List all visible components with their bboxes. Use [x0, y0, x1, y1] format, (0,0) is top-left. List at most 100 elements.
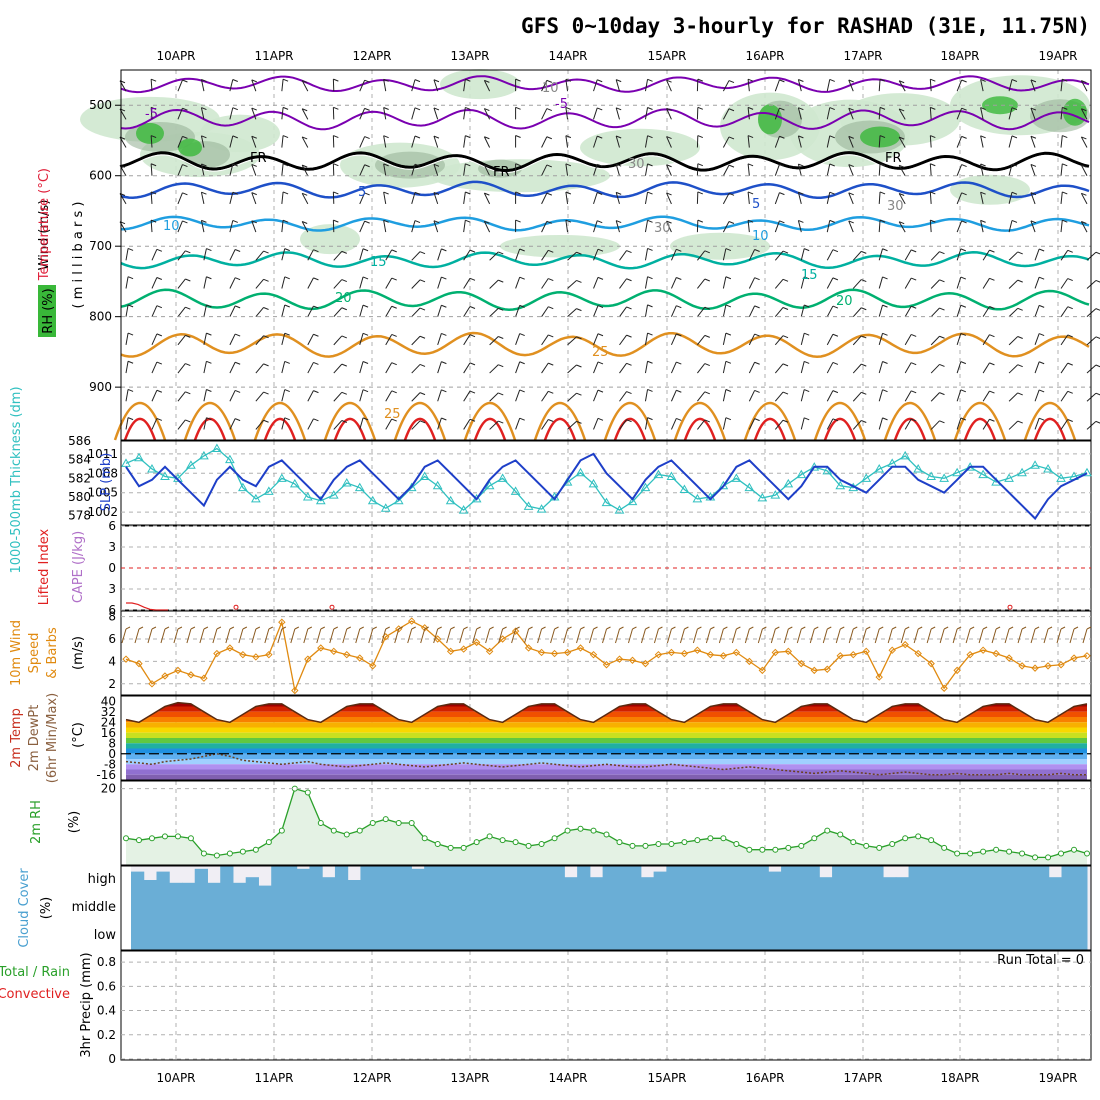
rh2m-marker	[603, 831, 610, 838]
wind-barb	[748, 390, 756, 402]
wind-barb	[1008, 220, 1013, 233]
wind-barb-flag	[882, 417, 888, 421]
wind-barb-flag	[626, 391, 632, 394]
wind-barb	[980, 135, 984, 148]
wind-barb-flag	[419, 392, 426, 396]
cloud-bar	[1010, 866, 1024, 894]
wind-barb	[307, 390, 314, 402]
wind-barb	[670, 361, 677, 374]
wind-barb-flag	[263, 307, 269, 310]
rh2m-marker	[629, 842, 636, 849]
wind-barb-flag	[441, 389, 447, 393]
wind-barb-flag	[754, 333, 760, 337]
upper-ylabels: Wind (m/s) Temperature (°C) ( m i l l i …	[37, 168, 86, 337]
wind-barb-10m	[563, 628, 569, 644]
cloud-bar	[194, 922, 208, 950]
cloud-bar	[143, 894, 157, 922]
rh-shade-dark	[136, 122, 164, 144]
isotherm-warm-arc	[743, 402, 797, 441]
cloud-bar	[232, 922, 247, 950]
cloud-bar	[1074, 894, 1088, 922]
wind-barb	[982, 334, 990, 346]
temp-band	[126, 732, 1087, 738]
cloud-bar	[360, 922, 374, 950]
wind-barb-10m-flag	[801, 626, 806, 630]
rh-shade-blob	[670, 232, 770, 260]
wind-barb-flag	[882, 332, 888, 336]
wind-barb-10m	[1004, 628, 1010, 644]
wind-barb	[229, 333, 236, 346]
wind-barb	[177, 363, 186, 374]
temp-frame	[120, 695, 1092, 781]
wind-barb-flag	[364, 136, 370, 140]
rh2m-marker	[694, 837, 701, 844]
wind-barb	[541, 136, 548, 148]
cloud-bar	[768, 871, 782, 894]
wind-barb-10m-flag	[853, 626, 858, 630]
thickness-marker	[225, 454, 235, 464]
wind-barb	[670, 305, 677, 317]
cloud-bar	[1010, 922, 1024, 950]
wind-barb	[930, 335, 940, 346]
wind-barb-flag	[725, 417, 732, 421]
wind-barb	[878, 361, 884, 374]
temp-band	[126, 706, 1087, 712]
wind-barb-flag	[576, 251, 582, 255]
wind-barb-flag	[1095, 392, 1100, 396]
wind-barb	[463, 107, 466, 120]
wind-barb	[229, 192, 234, 205]
cloud-bar	[742, 866, 757, 894]
wind-barb-flag	[548, 278, 554, 281]
isotherm-line	[120, 331, 1090, 359]
wind-barb-10m-flag	[567, 626, 572, 630]
isotherm-warm-arc	[393, 402, 447, 441]
wind-barb-flag	[201, 135, 207, 139]
wind-barb-flag	[469, 306, 476, 309]
wind-barb-flag	[232, 163, 238, 167]
wind-barb-flag	[201, 191, 207, 195]
wind-barb-flag	[697, 163, 704, 167]
wind-barb	[644, 163, 649, 176]
wind-barb	[307, 418, 314, 430]
isotherm-hot-arc	[1033, 417, 1067, 441]
wind-barb-flag	[615, 191, 622, 195]
wind-barb-flag	[666, 164, 672, 168]
wind-barb	[1060, 278, 1069, 289]
rh2m-marker	[772, 846, 779, 853]
thickness-tick-label: 582	[68, 471, 91, 485]
rh2m-marker	[720, 835, 727, 842]
thickness-marker	[783, 478, 794, 488]
wind-speed-marker	[875, 673, 883, 681]
wind-barb	[177, 192, 183, 205]
wind-barb-flag	[1081, 80, 1087, 84]
wind-barb	[956, 164, 963, 176]
wind-speed-marker	[226, 644, 234, 652]
date-label-top: 15APR	[647, 49, 686, 63]
wind-barb	[619, 250, 627, 261]
contour-label: 10	[542, 81, 559, 96]
cloud-level-label: high	[88, 872, 116, 887]
wind-barb-flag	[848, 220, 854, 224]
wind-barb	[826, 334, 834, 346]
wind-barb-flag	[861, 250, 867, 254]
wind-barb	[670, 418, 677, 430]
wind-barb	[489, 251, 499, 261]
cloud-bar	[857, 922, 871, 950]
wind-barb	[1080, 193, 1088, 205]
thickness-marker	[497, 473, 508, 482]
wind-speed-marker	[356, 654, 364, 662]
wind-barb-flag	[362, 417, 369, 421]
wind-barb-flag	[313, 249, 319, 253]
isotherm-line	[120, 151, 1090, 173]
wind-barb-flag	[232, 191, 238, 195]
wind-barb-flag	[666, 79, 672, 83]
wind-barb-flag	[433, 192, 440, 195]
wind-speed-marker	[641, 659, 650, 668]
wind-barb	[281, 220, 284, 233]
wind-barb	[177, 419, 186, 430]
wind-barb-flag	[960, 276, 967, 280]
wind-barb	[848, 220, 854, 233]
